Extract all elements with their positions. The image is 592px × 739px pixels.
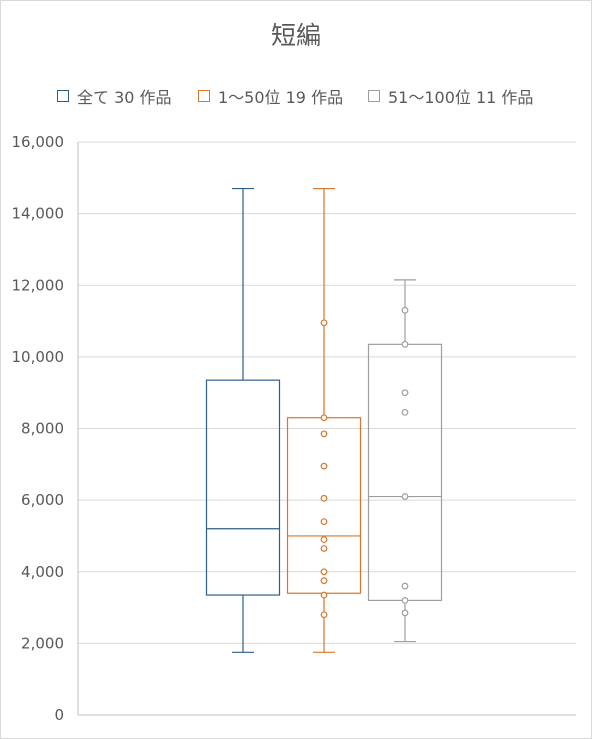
- data-point: [320, 518, 328, 526]
- chart-title: 短編: [270, 21, 321, 50]
- data-point: [320, 611, 328, 619]
- y-tick-label: 8,000: [21, 420, 64, 438]
- data-point: [320, 536, 328, 543]
- y-tick-label: 2,000: [21, 634, 64, 652]
- data-point: [320, 430, 328, 438]
- box-iqr: [205, 379, 281, 596]
- legend: 全て 30 作品 1～50位 19 作品 51～100位 11 作品: [0, 84, 592, 108]
- data-point: [401, 597, 409, 604]
- y-tick-label: 10,000: [12, 348, 65, 366]
- y-tick-label: 6,000: [21, 491, 64, 509]
- legend-label-top50: 1～50位 19 作品: [218, 88, 344, 107]
- box-iqr: [286, 417, 362, 594]
- data-point: [401, 609, 409, 617]
- data-point: [401, 389, 409, 397]
- data-point: [401, 340, 409, 348]
- legend-item-51to100: 51～100位 11 作品: [368, 84, 533, 108]
- data-point: [320, 568, 328, 576]
- legend-swatch-top50: [198, 90, 210, 102]
- y-tick-label: 16,000: [12, 133, 65, 151]
- y-tick-label: 4,000: [21, 563, 64, 581]
- data-point: [320, 462, 328, 470]
- legend-swatch-all: [57, 90, 69, 102]
- data-point: [320, 577, 328, 585]
- data-point: [320, 545, 328, 552]
- data-point: [320, 494, 328, 502]
- data-point: [401, 408, 409, 416]
- legend-item-top50: 1～50位 19 作品: [198, 84, 343, 108]
- data-point: [401, 306, 409, 314]
- data-point: [320, 414, 328, 422]
- legend-label-51to100: 51～100位 11 作品: [388, 88, 534, 107]
- data-point: [401, 582, 409, 590]
- y-tick-label: 0: [54, 706, 64, 724]
- y-tick-label: 14,000: [12, 205, 65, 223]
- y-tick-label: 12,000: [12, 276, 65, 294]
- box-iqr: [367, 343, 443, 602]
- data-point: [320, 319, 328, 327]
- legend-label-all: 全て 30 作品: [77, 88, 172, 107]
- data-point: [320, 591, 328, 599]
- legend-swatch-51to100: [368, 90, 380, 102]
- legend-item-all: 全て 30 作品: [57, 84, 172, 108]
- data-point: [401, 493, 409, 500]
